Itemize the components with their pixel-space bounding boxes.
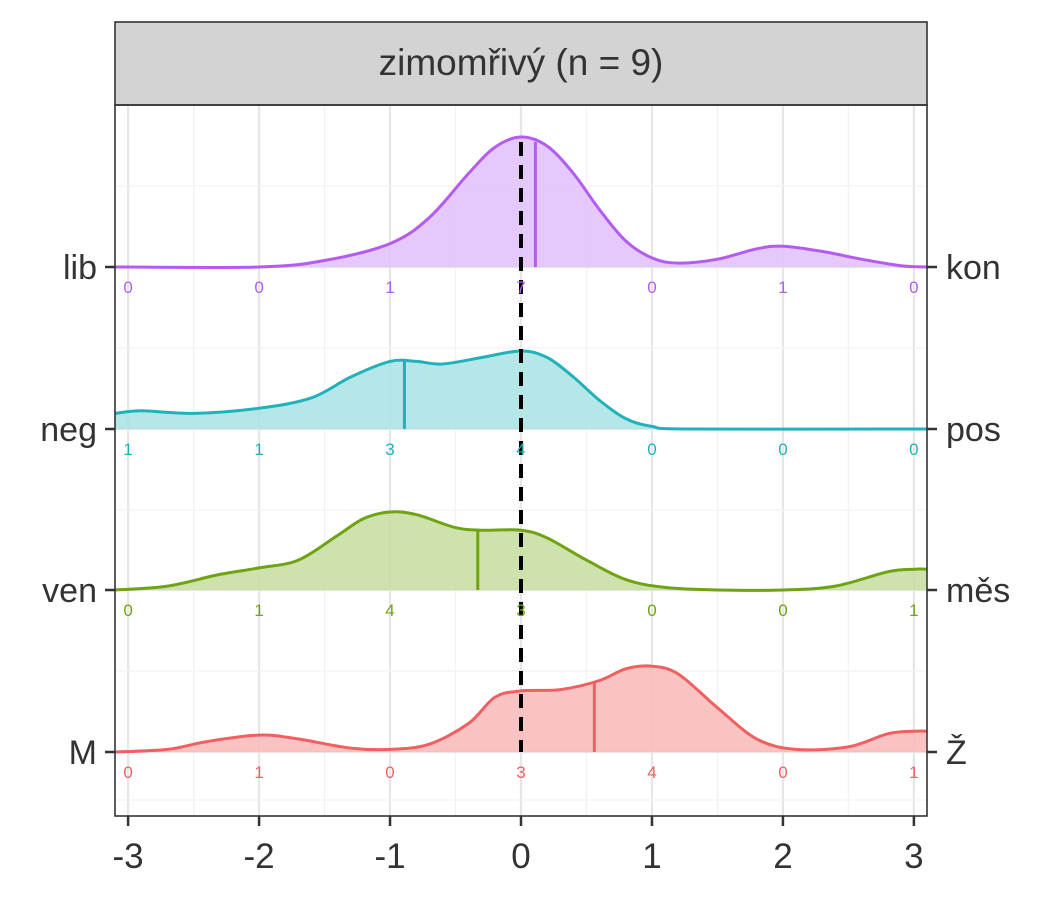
count-label: 1 [909, 601, 918, 620]
count-label: 7 [516, 278, 525, 297]
density-area [115, 136, 927, 268]
plot-panel-border [114, 104, 928, 817]
count-label: 0 [909, 278, 918, 297]
x-tick-label: -1 [374, 837, 405, 876]
count-label: 4 [647, 763, 656, 782]
count-label: 0 [123, 278, 132, 297]
count-labels: 0 0 1 7 0 1 0 1 1 3 4 0 0 0 0 1 4 3 0 0 1 0 1 0 3 4 0 1 [123, 278, 918, 782]
count-label: 0 [123, 763, 132, 782]
x-tick-label: 2 [773, 837, 792, 876]
count-label: 3 [516, 601, 525, 620]
count-label: 4 [385, 601, 394, 620]
y-label-left: M [69, 734, 97, 772]
x-tick-label: 1 [642, 837, 661, 876]
count-label: 3 [385, 440, 394, 459]
y-label-right: Ž [946, 734, 967, 772]
ridge-lib-kon [114, 135, 928, 269]
count-label: 1 [254, 601, 263, 620]
count-label: 1 [123, 440, 132, 459]
density-ridges [114, 135, 928, 754]
ridge-M-Ž [114, 664, 928, 754]
density-line [114, 349, 928, 431]
count-label: 4 [516, 440, 525, 459]
count-label: 1 [385, 278, 394, 297]
facet-strip: zimomřivý (n = 9) [114, 21, 928, 106]
density-area [115, 665, 927, 752]
facet-strip-background [114, 21, 928, 106]
y-label-left: neg [40, 411, 97, 449]
x-tick-label: 0 [511, 837, 530, 876]
ridge-ven-měs [114, 510, 928, 592]
x-tick-label: -3 [113, 837, 144, 876]
count-label: 0 [909, 440, 918, 459]
count-label: 0 [647, 601, 656, 620]
count-label: 0 [647, 278, 656, 297]
y-label-right: měs [946, 572, 1010, 610]
count-label: 0 [778, 763, 787, 782]
axes: lib kon neg pos ven měs M Ž -3 -2 -1 0 1 2 3 [40, 249, 1010, 876]
count-label: 0 [385, 763, 394, 782]
count-label: 0 [254, 278, 263, 297]
count-label: 3 [516, 763, 525, 782]
density-area [115, 511, 927, 591]
x-tick-label: -2 [244, 837, 275, 876]
count-label: 1 [254, 763, 263, 782]
density-line [114, 664, 928, 754]
facet-title: zimomřivý (n = 9) [379, 42, 664, 83]
ridge-neg-pos [114, 349, 928, 431]
y-label-left: ven [42, 572, 97, 610]
count-label: 0 [778, 440, 787, 459]
count-label: 0 [123, 601, 132, 620]
count-label: 0 [647, 440, 656, 459]
y-label-right: kon [946, 249, 1001, 287]
count-label: 0 [778, 601, 787, 620]
density-area [115, 351, 927, 430]
count-label: 1 [909, 763, 918, 782]
y-label-left: lib [63, 249, 97, 287]
count-label: 1 [254, 440, 263, 459]
x-tick-label: 3 [904, 837, 923, 876]
y-label-right: pos [946, 411, 1001, 449]
density-line [114, 510, 928, 592]
count-label: 1 [778, 278, 787, 297]
density-line [114, 135, 928, 269]
